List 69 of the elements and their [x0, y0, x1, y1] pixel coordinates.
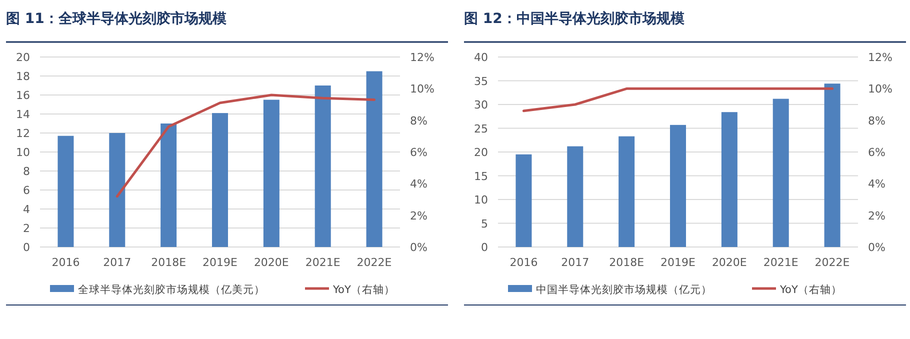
y-tick-label: 4 [23, 203, 30, 216]
y2-tick-label: 8% [868, 114, 886, 128]
y-tick-label: 18 [16, 70, 30, 83]
y-tick-label: 6 [23, 184, 30, 197]
legend-label: YoY（右轴） [779, 283, 842, 296]
y-tick-label: 2 [23, 222, 30, 235]
x-tick-label: 2019E [660, 256, 696, 269]
x-tick-label: 2021E [305, 256, 340, 269]
chart-title: 图 11：全球半导体光刻胶市场规模 [6, 10, 228, 27]
x-tick-label: 2017 [561, 256, 590, 269]
bar [109, 133, 126, 247]
y2-tick-label: 2% [410, 209, 428, 222]
legend-label: 全球半导体光刻胶市场规模（亿美元） [78, 283, 265, 296]
y2-tick-label: 4% [868, 178, 886, 191]
y-tick-label: 20 [16, 51, 30, 64]
y2-tick-label: 0% [410, 241, 428, 254]
bar [670, 124, 686, 247]
y-tick-label: 0 [23, 241, 30, 254]
legend-label: YoY（右轴） [332, 283, 395, 296]
y2-tick-label: 4% [410, 178, 428, 191]
x-tick-label: 2020E [254, 256, 289, 269]
y2-tick-label: 10% [410, 82, 434, 96]
bar [160, 124, 177, 247]
x-tick-label: 2022E [814, 256, 850, 269]
bar [263, 100, 280, 247]
legend-label: 中国半导体光刻胶市场规模（亿元） [536, 283, 712, 296]
y-tick-label: 10 [16, 146, 30, 159]
bar [212, 113, 228, 247]
y-tick-label: 40 [474, 51, 488, 64]
x-tick-label: 2019E [202, 256, 238, 269]
x-tick-label: 2022E [356, 256, 392, 269]
y-tick-label: 14 [16, 108, 30, 121]
y2-tick-label: 6% [868, 146, 886, 159]
y-tick-label: 35 [474, 74, 488, 88]
bar [314, 86, 331, 247]
y2-tick-label: 6% [410, 146, 428, 159]
x-tick-label: 2021E [763, 256, 798, 269]
bar [516, 154, 532, 247]
y-tick-label: 25 [474, 122, 488, 136]
y2-tick-label: 10% [868, 82, 892, 96]
x-tick-label: 2016 [52, 256, 80, 269]
bar [618, 136, 635, 247]
bar [721, 112, 738, 247]
y-tick-label: 16 [16, 89, 30, 102]
bar [772, 98, 789, 247]
bar [58, 136, 74, 247]
y-tick-label: 10 [474, 194, 488, 206]
y2-tick-label: 0% [868, 241, 886, 254]
x-tick-label: 2020E [712, 256, 747, 269]
bar [824, 84, 840, 247]
chart-title: 图 12：中国半导体光刻胶市场规模 [464, 10, 686, 27]
y-tick-label: 0 [481, 241, 488, 254]
bar [366, 71, 382, 247]
y-tick-label: 8 [23, 165, 30, 178]
y-tick-label: 20 [474, 146, 488, 159]
x-tick-label: 2018E [151, 256, 186, 269]
y-tick-label: 30 [474, 98, 488, 112]
y-tick-label: 5 [481, 217, 488, 230]
y2-tick-label: 12% [868, 51, 892, 64]
bar [567, 146, 584, 247]
y-tick-label: 12 [16, 127, 30, 140]
y2-tick-label: 12% [410, 51, 434, 64]
y2-tick-label: 2% [868, 209, 886, 222]
x-tick-label: 2017 [103, 256, 132, 269]
y-tick-label: 15 [474, 170, 488, 183]
x-tick-label: 2018E [609, 256, 644, 269]
x-tick-label: 2016 [510, 256, 538, 269]
line-series [116, 94, 376, 198]
y2-tick-label: 8% [410, 114, 428, 128]
